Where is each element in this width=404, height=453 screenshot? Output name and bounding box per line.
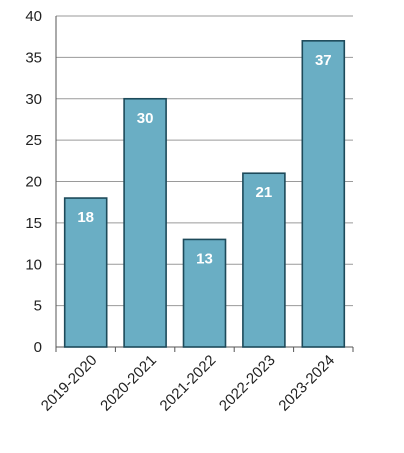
data-label: 13 [196, 250, 213, 267]
y-tick-label: 20 [25, 174, 42, 191]
data-label: 21 [256, 184, 273, 201]
y-tick-label: 25 [25, 132, 42, 149]
bar [123, 97, 167, 348]
data-label: 37 [315, 52, 332, 69]
y-tick-label: 15 [25, 215, 42, 232]
data-label: 30 [137, 110, 154, 127]
x-tick-label: 2019-2020 [38, 352, 101, 415]
x-tick-label: 2021-2022 [157, 352, 220, 415]
bar [301, 40, 346, 348]
x-tick-label: 2023-2024 [275, 352, 338, 415]
y-tick-label: 40 [25, 8, 42, 25]
x-tick-label: 2020-2021 [97, 352, 160, 415]
x-tick-labels: 2019-20202020-20212021-20222022-20232023… [38, 352, 338, 415]
y-tick-label: 5 [34, 298, 42, 315]
y-tick-label: 0 [34, 339, 42, 356]
y-tick-label: 30 [25, 91, 42, 108]
y-tick-labels: 0 5 10 15 20 25 30 35 40 [25, 8, 42, 356]
bar [182, 238, 227, 348]
bars [63, 40, 346, 348]
y-tick-label: 35 [25, 49, 42, 66]
y-tick-label: 10 [25, 256, 42, 273]
bar [242, 172, 286, 348]
bar [63, 197, 108, 348]
data-labels: 18 30 13 21 37 [77, 52, 331, 268]
data-label: 18 [77, 209, 94, 226]
x-tick-label: 2022-2023 [216, 352, 279, 415]
